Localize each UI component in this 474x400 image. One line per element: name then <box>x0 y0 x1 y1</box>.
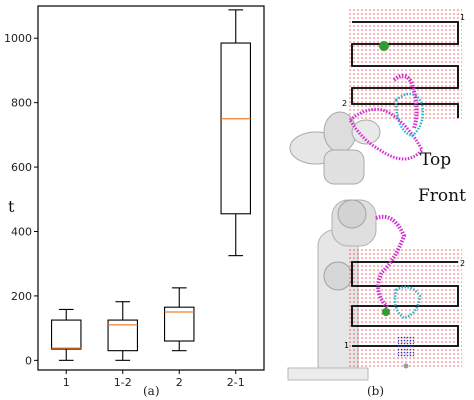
arm-trace-magenta-top-2 <box>392 73 419 129</box>
top-goal-marker <box>379 41 389 51</box>
robot-arm-top <box>289 111 381 185</box>
y-axis-ticks: 0 200 400 600 800 1000 <box>4 32 38 367</box>
top-marker-2: 2 <box>342 99 347 108</box>
box-iqr <box>107 319 138 352</box>
robot-visualization: 2 1 2 1 Top Front <box>280 0 474 382</box>
front-view-path <box>351 261 459 347</box>
caption-b: (b) <box>367 384 385 398</box>
front-view-label: Front <box>418 186 466 206</box>
arm-trace-magenta-front <box>375 214 407 310</box>
y-tick-label: 800 <box>11 97 32 110</box>
blue-point-cluster <box>398 336 414 358</box>
x-axis-ticks: 1 1-2 2 2-1 <box>63 370 245 389</box>
gripper-trace-cyan-top <box>394 92 425 138</box>
box-plot: 0 200 400 600 800 1000 1 1-2 2 2-1 t <box>4 5 265 389</box>
arm-trace-magenta-top <box>348 107 424 161</box>
front-marker-2: 2 <box>460 259 465 268</box>
top-view-workspace <box>348 8 462 120</box>
box-iqr <box>164 306 195 342</box>
boxes <box>51 9 251 361</box>
box-iqr <box>220 42 251 215</box>
box-iqr <box>51 319 82 350</box>
y-tick-label: 0 <box>25 354 32 367</box>
y-tick-label: 200 <box>11 290 32 303</box>
top-marker-1: 1 <box>460 13 465 22</box>
x-tick-label: 2 <box>176 376 183 389</box>
x-tick-label: 2-1 <box>227 376 245 389</box>
y-tick-label: 400 <box>11 225 32 238</box>
top-view-label: Top <box>420 150 452 170</box>
top-view-path <box>351 21 459 118</box>
caption-a: (a) <box>143 384 160 398</box>
robot-scene: 2 1 2 1 <box>287 8 465 381</box>
x-tick-label: 1 <box>63 376 70 389</box>
y-tick-label: 600 <box>11 161 32 174</box>
x-tick-label: 1-2 <box>114 376 132 389</box>
front-marker-1: 1 <box>344 341 349 350</box>
y-axis-label: t <box>8 197 15 216</box>
gripper-trace-cyan-front <box>393 285 422 320</box>
y-tick-label: 1000 <box>4 32 32 45</box>
plot-frame <box>37 5 265 371</box>
small-gray-marker <box>403 363 409 369</box>
front-goal-marker <box>382 308 390 316</box>
